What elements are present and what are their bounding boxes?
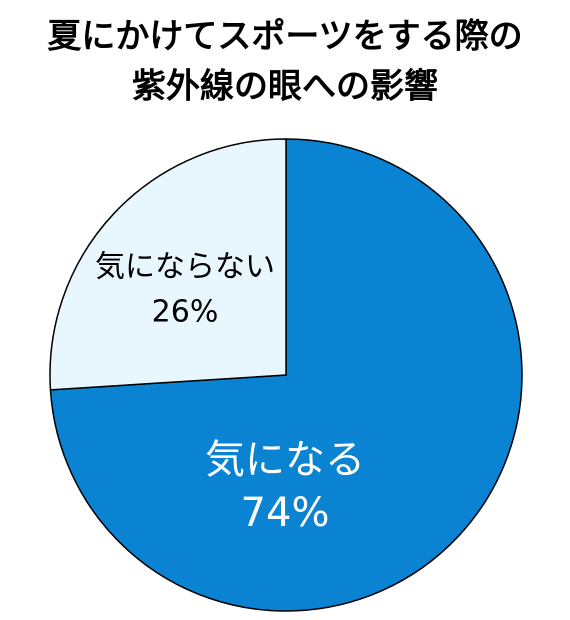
slice-value-label: 26%	[152, 295, 219, 330]
chart-title: 夏にかけてスポーツをする際の	[47, 17, 522, 57]
slice-category-label: 気にならない	[95, 250, 275, 285]
slice-value-label: 74%	[241, 490, 330, 536]
slice-category-label: 気になる	[205, 437, 365, 483]
chart-title: 紫外線の眼への影響	[132, 67, 438, 107]
pie-slice	[49, 138, 287, 391]
